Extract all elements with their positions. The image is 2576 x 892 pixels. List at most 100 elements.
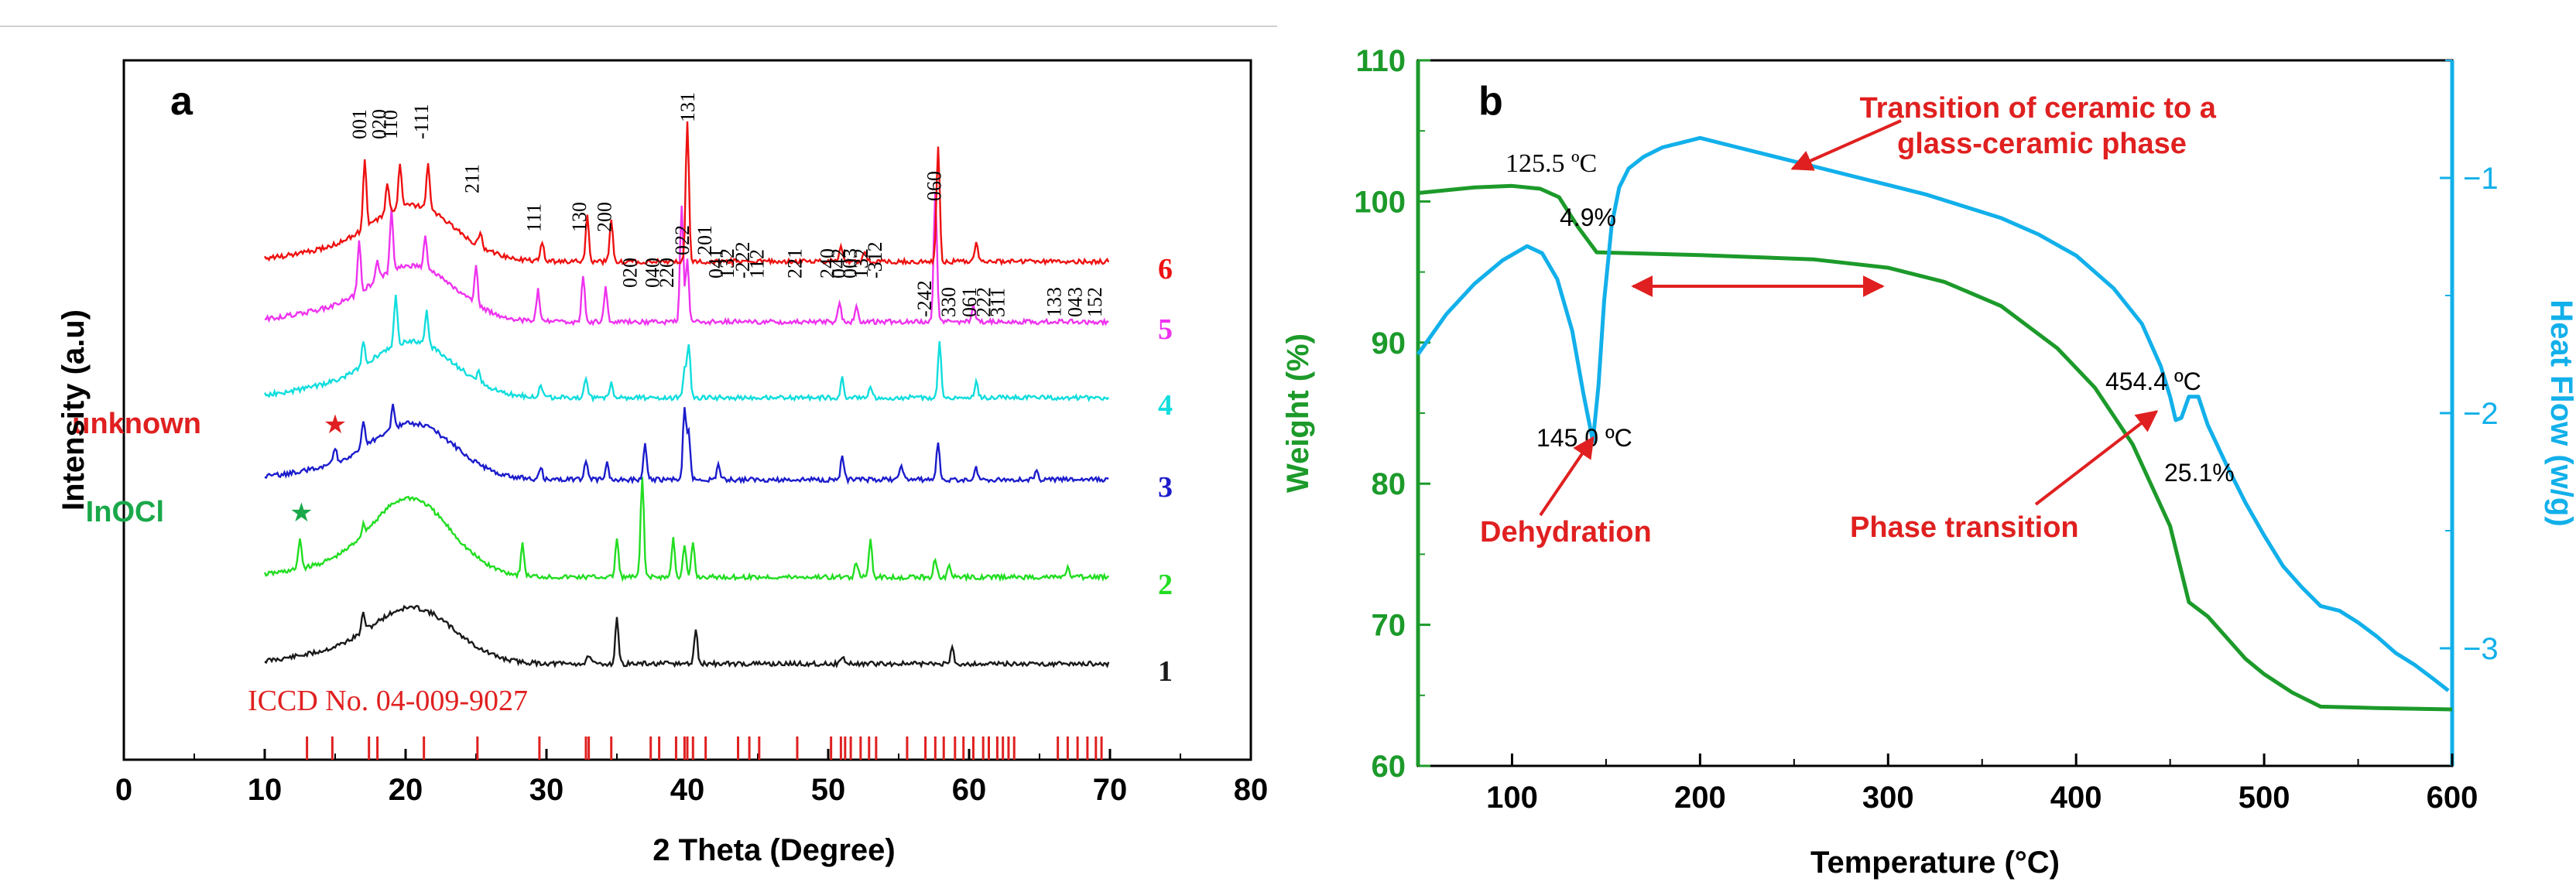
star-marker: ★ (324, 409, 347, 440)
panel-a-label: a (170, 79, 194, 124)
annotation-4-9: 4.9% (1560, 203, 1616, 231)
tga-x-tick-label: 600 (2427, 781, 2478, 815)
peak-label: 131 (677, 92, 699, 122)
peak-label: 220 (656, 258, 678, 288)
annotation-125-5: 125.5 ºC (1506, 149, 1597, 178)
star-marker: ★ (289, 497, 313, 528)
peak-label: 020 (368, 109, 391, 139)
peak-label: 060 (923, 171, 946, 201)
tga-x-tick-label: 500 (2239, 781, 2290, 815)
peak-label: 110 (379, 110, 402, 139)
peak-label: -242 (913, 280, 936, 317)
dehydration-arrow (1539, 436, 1595, 517)
tga-x-axis-title: Temperature (°C) (1810, 846, 2060, 880)
peak-label: 240 (816, 248, 838, 279)
peak-label: 211 (461, 164, 484, 193)
xrd-x-tick-label: 60 (952, 773, 987, 807)
annotation-145-0: 145.0 ºC (1536, 424, 1632, 452)
xrd-x-tick-label: 20 (389, 773, 423, 807)
xrd-curve-label: 5 (1158, 313, 1173, 346)
annotation-25-1: 25.1% (2164, 459, 2235, 487)
weight-axis-title: Weight (%) (1281, 333, 1315, 493)
xrd-curve-3 (264, 403, 1109, 485)
weight-tick-label: 90 (1372, 326, 1406, 361)
tga-x-tick-label: 100 (1486, 781, 1538, 815)
xrd-curve-label: 6 (1158, 253, 1173, 285)
heat-flow-tick-label: −2 (2463, 397, 2499, 431)
tga-x-tick-label: 300 (1862, 781, 1914, 815)
phase-transition-label: Phase transition (1850, 511, 2079, 544)
peak-label: 330 (937, 287, 960, 317)
peak-label: 040 (642, 258, 664, 288)
peak-label: 111 (523, 203, 546, 232)
xrd-curves (263, 121, 1110, 669)
transition-arrow (1790, 119, 1902, 171)
weight-tick-label: 60 (1372, 750, 1406, 784)
xrd-curve-4 (263, 294, 1110, 403)
marker-label: InOCl (86, 496, 164, 528)
peak-label: 221 (783, 248, 806, 279)
peak-label: 222 (972, 287, 995, 317)
peak-label: 311 (987, 288, 1009, 317)
peak-label: 201 (694, 225, 716, 255)
xrd-x-tick-label: 10 (248, 773, 283, 807)
xrd-panel: a 0 10 20 30 40 50 60 70 80 ICCD No. 04-009-9027… (0, 26, 1277, 867)
xrd-reference-lines (306, 736, 1103, 760)
weight-tick-label: 70 (1372, 609, 1406, 643)
xrd-markers: unknown ★ InOCl ★ (72, 408, 347, 528)
transition-label: Transition of ceramic to a glass-ceramic… (1860, 92, 2225, 160)
xrd-curve-label: 2 (1158, 569, 1173, 601)
xrd-curve-6 (263, 121, 1110, 268)
xrd-x-axis: 0 10 20 30 40 50 60 70 80 (115, 749, 1268, 807)
peak-label: 112 (745, 249, 768, 279)
transition-line-2: glass-ceramic phase (1897, 128, 2187, 160)
weight-tick-label: 100 (1354, 185, 1406, 219)
panel-b-label: b (1478, 79, 1503, 124)
peak-label: -222 (731, 241, 754, 279)
peak-label: 022 (671, 225, 694, 255)
heat-flow-tick-label: −1 (2463, 162, 2499, 196)
peak-label: -111 (410, 104, 433, 139)
annotation-454-4: 454.4 ºC (2105, 367, 2201, 395)
peak-label: 132 (716, 248, 738, 279)
xrd-curve-1 (264, 604, 1110, 669)
peak-label: 020 (618, 258, 641, 288)
weight-curve (1417, 183, 2453, 712)
peak-label: 061 (958, 287, 981, 317)
tga-dsc-panel: b 100 200 300 400 500 600 60 70 80 90 100 110 −1 −2 −3… (1281, 44, 2576, 880)
peak-label: 001 (348, 109, 371, 139)
tga-x-tick-label: 200 (1674, 781, 1726, 815)
peak-label: 132 (850, 248, 872, 279)
xrd-x-tick-label: 30 (529, 773, 564, 807)
reference-label: ICCD No. 04-009-9027 (248, 685, 528, 717)
weight-tick-label: 80 (1372, 467, 1406, 501)
marker-label: unknown (72, 408, 201, 440)
xrd-x-tick-label: 40 (670, 773, 705, 807)
weight-tick-label: 110 (1355, 44, 1406, 78)
heat-flow-curve (1416, 135, 2450, 692)
peak-label: 042 (827, 248, 850, 279)
peak-label: -312 (864, 241, 886, 279)
tga-axes-ticks: 100 200 300 400 500 600 60 70 80 90 100 110 −1 −2 −3 (1354, 44, 2498, 815)
tga-curves (1416, 135, 2453, 712)
peak-label: 133 (1043, 287, 1065, 317)
phase-transition-arrow (2034, 410, 2159, 506)
xrd-y-axis-title: Intensity (a.u) (57, 309, 91, 511)
xrd-x-tick-label: 80 (1234, 773, 1269, 807)
xrd-curve-labels: 1 2 3 4 5 6 (1158, 253, 1173, 688)
xrd-x-tick-label: 70 (1093, 773, 1128, 807)
xrd-curve-2 (263, 477, 1110, 583)
heat-flow-tick-label: −3 (2463, 632, 2499, 666)
peak-label: 130 (568, 202, 591, 232)
tga-x-tick-label: 400 (2050, 781, 2102, 815)
xrd-x-axis-title: 2 Theta (Degree) (653, 833, 895, 867)
peak-label: 200 (594, 202, 616, 232)
xrd-x-tick-label: 0 (115, 773, 132, 807)
peak-label: 003 (838, 248, 861, 279)
peak-label: 152 (1084, 287, 1106, 317)
xrd-curve-label: 3 (1158, 471, 1173, 504)
xrd-x-tick-label: 50 (811, 773, 846, 807)
peak-label: 043 (1064, 287, 1087, 317)
